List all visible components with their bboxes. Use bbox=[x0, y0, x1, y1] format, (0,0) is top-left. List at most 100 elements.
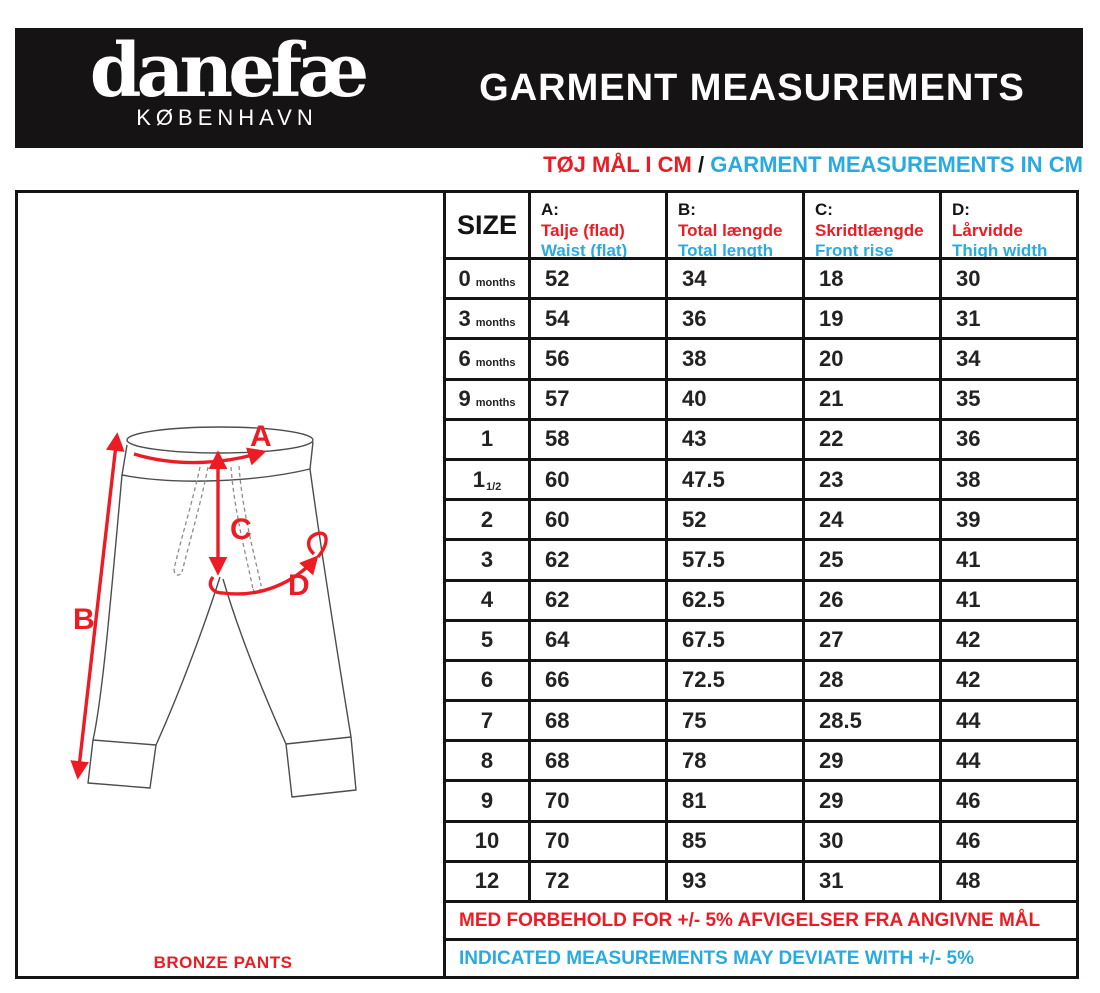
measurement-cell: 30 bbox=[939, 257, 1076, 298]
measure-label-c: C bbox=[230, 513, 252, 546]
measurement-cell: 68 bbox=[528, 699, 665, 740]
measurement-cell: 70 bbox=[528, 779, 665, 820]
measurement-cell: 60 bbox=[528, 457, 665, 499]
measurement-cell: 52 bbox=[665, 498, 802, 539]
size-suffix: months bbox=[475, 397, 516, 410]
size-value: 7 bbox=[480, 707, 494, 733]
subtitle-separator: / bbox=[697, 152, 705, 177]
measurement-cell: 68 bbox=[528, 739, 665, 780]
column-header-c: C: Skridtlængde Front rise bbox=[802, 193, 939, 257]
measurement-cell: 62 bbox=[528, 538, 665, 579]
brand-logo: danefæ bbox=[89, 28, 370, 114]
measurement-cell: 36 bbox=[665, 297, 802, 338]
measurement-cell: 72.5 bbox=[665, 658, 802, 700]
column-header-a: A: Talje (flad) Waist (flat) bbox=[528, 193, 665, 257]
size-cell: 6 bbox=[446, 658, 528, 699]
measurement-cell: 36 bbox=[939, 417, 1076, 458]
measurement-cell: 47.5 bbox=[665, 457, 802, 499]
size-value: 1 bbox=[480, 426, 494, 452]
measurement-cell: 57 bbox=[528, 377, 665, 418]
measurement-cell: 81 bbox=[665, 779, 802, 820]
size-value: 2 bbox=[480, 506, 494, 532]
measurement-cell: 28.5 bbox=[802, 699, 939, 740]
column-english-label: Total length bbox=[678, 241, 774, 257]
column-danish-label: Talje (flad) bbox=[541, 220, 625, 240]
measurement-cell: 29 bbox=[802, 779, 939, 820]
measurement-cell: 42 bbox=[939, 618, 1076, 659]
measurement-cell: 25 bbox=[802, 538, 939, 579]
measure-label-a: A bbox=[250, 420, 272, 453]
size-suffix: months bbox=[475, 276, 516, 289]
measure-arrow-b bbox=[70, 432, 125, 780]
column-danish-label: Lårvidde bbox=[952, 220, 1023, 240]
size-cell: 3 bbox=[446, 538, 528, 578]
size-value: 1 bbox=[472, 466, 485, 492]
brand-city: KØBENHAVN bbox=[136, 104, 318, 130]
size-cell: 8 bbox=[446, 739, 528, 779]
size-cell: 9 bbox=[446, 779, 528, 819]
column-header-b: B: Total længde Total length bbox=[665, 193, 802, 257]
size-suffix: months bbox=[475, 316, 516, 329]
pants-diagram: A B C D bbox=[70, 420, 357, 798]
size-value: 6 bbox=[458, 345, 471, 371]
measurement-cell: 38 bbox=[665, 337, 802, 378]
size-cell: 9 months bbox=[446, 377, 528, 418]
subtitle-danish: TØJ MÅL I CM bbox=[543, 152, 692, 177]
measurement-cell: 93 bbox=[665, 859, 802, 900]
column-danish-label: Skridtlængde bbox=[815, 220, 924, 240]
column-letter: C: bbox=[815, 200, 833, 219]
measurement-cell: 78 bbox=[665, 739, 802, 780]
measurement-cell: 30 bbox=[802, 819, 939, 860]
measurement-cell: 85 bbox=[665, 819, 802, 860]
measurement-cell: 34 bbox=[939, 337, 1076, 378]
page-title: GARMENT MEASUREMENTS bbox=[479, 66, 1025, 109]
size-cell: 5 bbox=[446, 618, 528, 659]
size-value: 9 bbox=[480, 788, 494, 814]
measurement-cell: 46 bbox=[939, 779, 1076, 820]
measurement-cell: 39 bbox=[939, 498, 1076, 539]
size-value: 8 bbox=[480, 747, 494, 773]
size-value: 4 bbox=[480, 587, 494, 613]
size-header-cell: SIZE bbox=[446, 193, 528, 257]
measurement-cell: 64 bbox=[528, 618, 665, 659]
measurement-cell: 62 bbox=[528, 578, 665, 619]
note-danish-cell: MED FORBEHOLD FOR +/- 5% AFVIGELSER FRA … bbox=[446, 900, 1076, 938]
column-letter: A: bbox=[541, 200, 559, 219]
measurement-cell: 26 bbox=[802, 578, 939, 619]
size-suffix: 1/2 bbox=[485, 480, 502, 493]
drawstring bbox=[173, 465, 262, 594]
measurement-cell: 66 bbox=[528, 658, 665, 700]
measurement-cell: 29 bbox=[802, 739, 939, 780]
measurement-cell: 52 bbox=[528, 257, 665, 298]
measurement-cell: 24 bbox=[802, 498, 939, 539]
measure-label-b: B bbox=[73, 603, 95, 636]
column-letter: D: bbox=[952, 200, 970, 219]
measurement-cell: 44 bbox=[939, 739, 1076, 780]
measurement-cell: 40 bbox=[665, 377, 802, 418]
size-value: 3 bbox=[458, 305, 471, 331]
measurement-cell: 22 bbox=[802, 417, 939, 458]
measurement-cell: 62.5 bbox=[665, 578, 802, 619]
product-name: BRONZE PANTS bbox=[153, 953, 293, 972]
column-english-label: Front rise bbox=[815, 241, 894, 257]
measurement-cell: 48 bbox=[939, 859, 1076, 900]
subtitle-english: GARMENT MEASUREMENTS IN CM bbox=[710, 152, 1083, 177]
measurement-cell: 44 bbox=[939, 699, 1076, 740]
measurement-cell: 56 bbox=[528, 337, 665, 378]
measurement-cell: 43 bbox=[665, 417, 802, 458]
size-cell: 3 months bbox=[446, 297, 528, 337]
note-english-cell: INDICATED MEASUREMENTS MAY DEVIATE WITH … bbox=[446, 938, 1076, 976]
measurement-cell: 27 bbox=[802, 618, 939, 659]
measurement-cell: 72 bbox=[528, 859, 665, 900]
measurement-cell: 18 bbox=[802, 257, 939, 298]
measurement-cell: 41 bbox=[939, 538, 1076, 579]
size-cell: 10 bbox=[446, 819, 528, 860]
measurement-cell: 34 bbox=[665, 257, 802, 298]
measurement-cell: 21 bbox=[802, 377, 939, 418]
column-english-label: Waist (flat) bbox=[541, 241, 628, 257]
pants-outline bbox=[87, 426, 357, 798]
size-value: 0 bbox=[458, 265, 471, 291]
column-danish-label: Total længde bbox=[678, 220, 783, 240]
measurement-cell: 31 bbox=[939, 297, 1076, 338]
